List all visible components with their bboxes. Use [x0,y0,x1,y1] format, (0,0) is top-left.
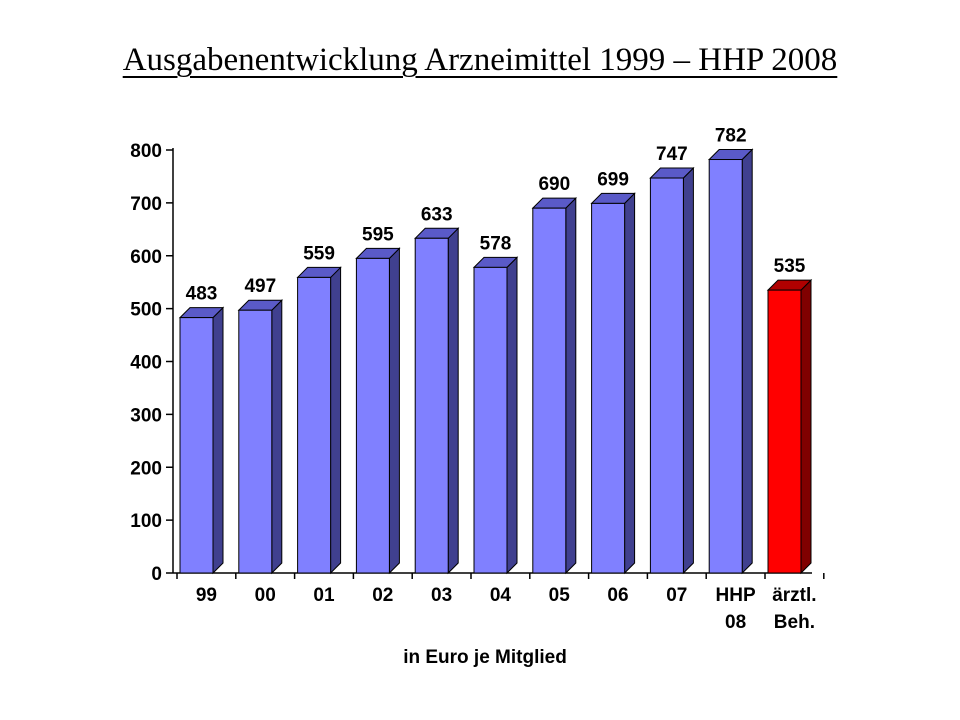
bar [238,309,273,574]
bar-side [506,256,518,575]
x-tick-label: 99 [196,585,217,606]
data-label: 497 [244,276,276,297]
page-title: Ausgabenentwicklung Arzneimittel 1999 – … [122,42,838,78]
data-label: 633 [421,204,453,225]
x-tick-label: ärztl. [772,585,816,606]
y-tick-label: 600 [130,247,162,268]
data-label: 578 [480,233,512,254]
bar-side [447,227,459,575]
data-label: 690 [538,174,570,195]
y-tick-label: 300 [130,405,162,426]
data-label: 483 [186,284,218,305]
y-tick-label: 500 [130,300,162,321]
x-tick-label: 05 [549,585,571,606]
bar-side [565,196,577,575]
bar [708,159,743,574]
x-tick-label: 04 [490,585,512,606]
bar [532,207,567,574]
data-label: 559 [303,243,335,264]
x-tick-label: 08 [725,612,746,633]
y-tick-label: 400 [130,353,162,374]
x-tick-label: 07 [666,585,687,606]
bar [591,202,626,574]
x-axis-label: in Euro je Mitglied [403,647,567,668]
data-label: 699 [597,169,629,190]
data-label: 747 [656,144,688,165]
bar-side [271,299,283,575]
bar-side [330,266,342,575]
data-label: 595 [362,224,394,245]
bar [355,257,390,574]
x-tick-label: 06 [607,585,628,606]
bar [297,276,332,574]
x-tick-label: HHP [716,585,756,606]
data-label: 535 [774,256,806,277]
bar-side [800,278,812,575]
bar-side [682,166,694,575]
x-tick-label: Beh. [774,612,815,633]
bar [767,289,802,574]
bar [649,177,684,574]
bar-side [624,192,636,575]
data-label: 782 [715,126,747,147]
bar [473,266,508,574]
x-tick-label: 02 [372,585,393,606]
bar-side [388,247,400,575]
x-tick-label: 01 [313,585,335,606]
bar-side [212,306,224,575]
y-tick-label: 0 [151,564,162,585]
bar [414,237,449,574]
y-tick-label: 800 [130,141,162,162]
y-tick-label: 700 [130,194,162,215]
x-tick-label: 03 [431,585,452,606]
x-tick-label: 00 [255,585,276,606]
y-tick-label: 200 [130,458,162,479]
bar-side [741,148,753,575]
bar [179,317,214,574]
y-tick-label: 100 [130,511,162,532]
